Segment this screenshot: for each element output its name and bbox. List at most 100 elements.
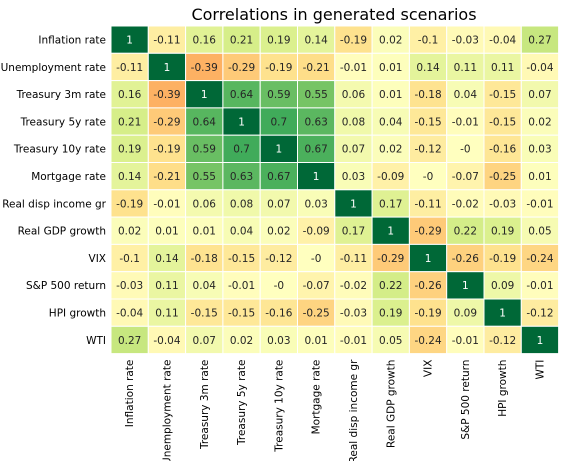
cell-value-1-8: 0.14 xyxy=(416,62,440,74)
cell-value-9-11: -0.01 xyxy=(526,280,553,292)
heatmap-cell-2-2 xyxy=(185,80,224,109)
cell-value-0-4: 0.19 xyxy=(267,34,290,46)
cell-value-8-6: -0.11 xyxy=(340,253,367,265)
heatmap-cell-8-2 xyxy=(185,243,224,273)
cell-value-6-6: 1 xyxy=(350,198,357,210)
heatmap-cell-3-0 xyxy=(110,107,149,136)
cell-value-5-3: 0.63 xyxy=(230,171,253,183)
cell-value-6-9: -0.02 xyxy=(452,198,479,210)
heatmap-cell-10-6 xyxy=(334,298,373,327)
cell-value-0-2: 0.16 xyxy=(193,34,217,46)
heatmap-cell-6-6 xyxy=(334,189,373,218)
row-label-treasury-3m-rate: Treasury 3m rate xyxy=(16,89,106,101)
heatmap-cell-0-0 xyxy=(110,25,149,54)
column-label-inflation-rate: Inflation rate xyxy=(124,360,136,428)
cell-value-6-8: -0.11 xyxy=(414,198,441,210)
cell-value-1-7: 0.01 xyxy=(379,62,402,74)
heatmap-cell-1-11 xyxy=(520,52,560,82)
heatmap-cell-6-5 xyxy=(297,189,336,218)
cell-value-7-8: -0.29 xyxy=(414,226,441,238)
cell-value-7-2: 0.01 xyxy=(193,226,216,238)
row-label-treasury-10y-rate: Treasury 10y rate xyxy=(13,144,106,156)
row-label-mortgage-rate: Mortgage rate xyxy=(31,171,106,183)
cell-value-9-10: 0.09 xyxy=(491,280,514,292)
cell-value-7-10: 0.19 xyxy=(491,226,514,238)
cell-value-11-3: 0.02 xyxy=(230,335,253,347)
heatmap-cell-11-4 xyxy=(259,325,299,355)
heatmap-cell-10-11 xyxy=(520,298,560,327)
cell-value-1-6: -0.01 xyxy=(340,62,367,74)
cell-value-10-0: -0.04 xyxy=(116,307,143,319)
heatmap-cell-2-11 xyxy=(520,80,560,109)
cell-value-7-4: 0.02 xyxy=(267,226,290,238)
heatmap-cell-6-8 xyxy=(408,189,448,218)
cell-value-2-1: -0.39 xyxy=(153,89,180,101)
heatmap-cell-7-3 xyxy=(222,216,261,245)
heatmap-cell-7-11 xyxy=(520,216,560,245)
heatmap-cell-11-1 xyxy=(147,325,187,355)
cell-value-4-6: 0.07 xyxy=(342,144,365,156)
row-label-hpi-growth: HPI growth xyxy=(49,307,106,319)
row-label-treasury-5y-rate: Treasury 5y rate xyxy=(20,116,106,128)
cell-value-11-6: -0.01 xyxy=(340,335,367,347)
cell-value-5-2: 0.55 xyxy=(193,171,216,183)
heatmap-cell-0-9 xyxy=(446,25,485,54)
cell-value-4-11: 0.03 xyxy=(528,144,551,156)
cell-value-2-3: 0.64 xyxy=(230,89,254,101)
cell-value-9-8: -0.26 xyxy=(414,280,441,292)
column-label-treasury-5y-rate: Treasury 5y rate xyxy=(236,360,248,446)
cell-value-0-11: 0.27 xyxy=(528,34,551,46)
cell-value-9-3: -0.01 xyxy=(228,280,255,292)
cell-value-0-3: 0.21 xyxy=(230,34,253,46)
cell-value-8-10: -0.19 xyxy=(489,253,516,265)
heatmap-cell-4-4 xyxy=(259,134,299,163)
row-label-inflation-rate: Inflation rate xyxy=(38,34,106,46)
cell-value-5-11: 0.01 xyxy=(528,171,551,183)
cell-value-1-3: -0.29 xyxy=(228,62,255,74)
heatmap-cell-5-7 xyxy=(371,162,410,191)
heatmap-cell-8-8 xyxy=(408,243,448,273)
cell-value-1-11: -0.04 xyxy=(526,62,553,74)
heatmap-cell-3-8 xyxy=(408,107,448,136)
cell-value-0-6: -0.19 xyxy=(340,34,367,46)
cell-value-7-0: 0.02 xyxy=(118,226,141,238)
cell-value-7-9: 0.22 xyxy=(454,226,477,238)
cell-value-5-9: -0.07 xyxy=(452,171,479,183)
heatmap-cell-7-0 xyxy=(110,216,149,245)
row-label-unemployment-rate: Unemployment rate xyxy=(1,62,106,74)
heatmap-cell-9-1 xyxy=(147,271,187,300)
heatmap-cell-1-6 xyxy=(334,52,373,82)
heatmap-cell-3-9 xyxy=(446,107,485,136)
column-label-sandp-500-return: S&P 500 return xyxy=(460,360,472,440)
cell-value-7-5: -0.09 xyxy=(303,226,330,238)
cell-value-3-5: 0.63 xyxy=(304,116,327,128)
heatmap-cell-6-4 xyxy=(259,189,299,218)
cell-value-11-9: -0.01 xyxy=(452,335,479,347)
heatmap-cell-1-7 xyxy=(371,52,410,82)
cell-value-7-7: 1 xyxy=(387,226,394,238)
column-label-treasury-10y-rate: Treasury 10y rate xyxy=(273,360,285,453)
heatmap-cell-1-9 xyxy=(446,52,485,82)
cell-value-5-10: -0.25 xyxy=(489,171,516,183)
cell-value-5-8: -0 xyxy=(423,171,433,183)
heatmap-cell-8-5 xyxy=(297,243,336,273)
heatmap-cell-10-2 xyxy=(185,298,224,327)
cell-value-4-5: 0.67 xyxy=(304,144,327,156)
cell-value-0-8: -0.1 xyxy=(418,34,439,46)
cell-value-11-0: 0.27 xyxy=(118,335,141,347)
cell-value-5-5: 1 xyxy=(313,171,320,183)
cell-value-8-2: -0.18 xyxy=(191,253,218,265)
cell-value-8-8: 1 xyxy=(425,253,432,265)
heatmap-cell-4-5 xyxy=(297,134,336,163)
cell-value-6-2: 0.06 xyxy=(193,198,217,210)
cell-value-9-9: 1 xyxy=(462,280,469,292)
cell-value-10-10: 1 xyxy=(499,307,506,319)
heatmap-cell-7-10 xyxy=(483,216,522,245)
heatmap-cell-4-6 xyxy=(334,134,373,163)
column-label-treasury-3m-rate: Treasury 3m rate xyxy=(199,360,211,450)
cell-value-2-10: -0.15 xyxy=(489,89,516,101)
cell-value-6-11: -0.01 xyxy=(526,198,553,210)
cell-value-8-4: -0.12 xyxy=(265,253,292,265)
